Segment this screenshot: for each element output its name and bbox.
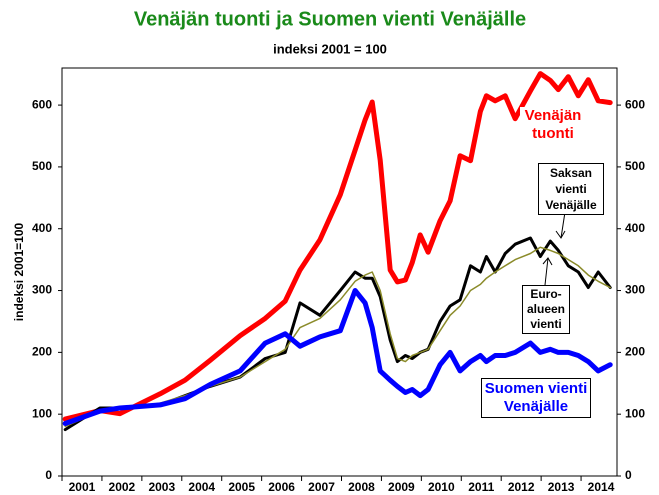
arrow	[560, 211, 566, 239]
y2-tick-label: 200	[625, 345, 645, 359]
series-line	[64, 246, 611, 428]
series-line	[62, 71, 613, 422]
y2-tick-label: 500	[625, 159, 645, 173]
y2-tick-label: 0	[625, 468, 632, 482]
series-label: Suomen vienti Venäjälle	[481, 378, 591, 418]
x-tick-label: 2014	[588, 480, 615, 494]
series-label: Euro-alueen vienti	[522, 285, 570, 334]
y-tick-label: 600	[32, 97, 52, 111]
x-tick-label: 2010	[428, 480, 455, 494]
y-tick-label: 200	[32, 345, 52, 359]
x-tick-label: 2008	[348, 480, 375, 494]
y-tick-label: 500	[32, 159, 52, 173]
y2-tick-label: 400	[625, 221, 645, 235]
x-tick-label: 2009	[388, 480, 415, 494]
y2-tick-label: 300	[625, 283, 645, 297]
arrow-head	[542, 257, 553, 266]
y-tick-label: 100	[32, 406, 52, 420]
x-tick-label: 2011	[468, 480, 494, 494]
y-tick-label: 300	[32, 283, 52, 297]
arrow	[544, 257, 549, 286]
x-tick-label: 2002	[109, 480, 136, 494]
arrow-head	[555, 230, 566, 239]
x-tick-label: 2006	[268, 480, 295, 494]
x-tick-label: 2001	[69, 480, 96, 494]
y-tick-label: 0	[45, 468, 52, 482]
x-tick-label: 2012	[508, 480, 535, 494]
y2-tick-label: 100	[625, 406, 645, 420]
x-tick-label: 2007	[308, 480, 335, 494]
x-tick-label: 2005	[228, 480, 255, 494]
y2-tick-label: 600	[625, 97, 645, 111]
chart-subtitle: indeksi 2001 = 100	[273, 41, 387, 56]
y-axis-label: indeksi 2001=100	[12, 222, 26, 321]
x-tick-label: 2004	[188, 480, 215, 494]
x-tick-label: 2013	[548, 480, 575, 494]
plot-frame	[61, 67, 618, 477]
series-line	[62, 288, 613, 426]
series-label: Venäjän tuonti	[520, 107, 586, 143]
y-tick-label: 400	[32, 221, 52, 235]
series-label: Saksan vienti Venäjälle	[538, 163, 604, 215]
x-tick-label: 2003	[148, 480, 175, 494]
chart-title: Venäjän tuonti ja Suomen vienti Venäjäll…	[134, 8, 526, 30]
